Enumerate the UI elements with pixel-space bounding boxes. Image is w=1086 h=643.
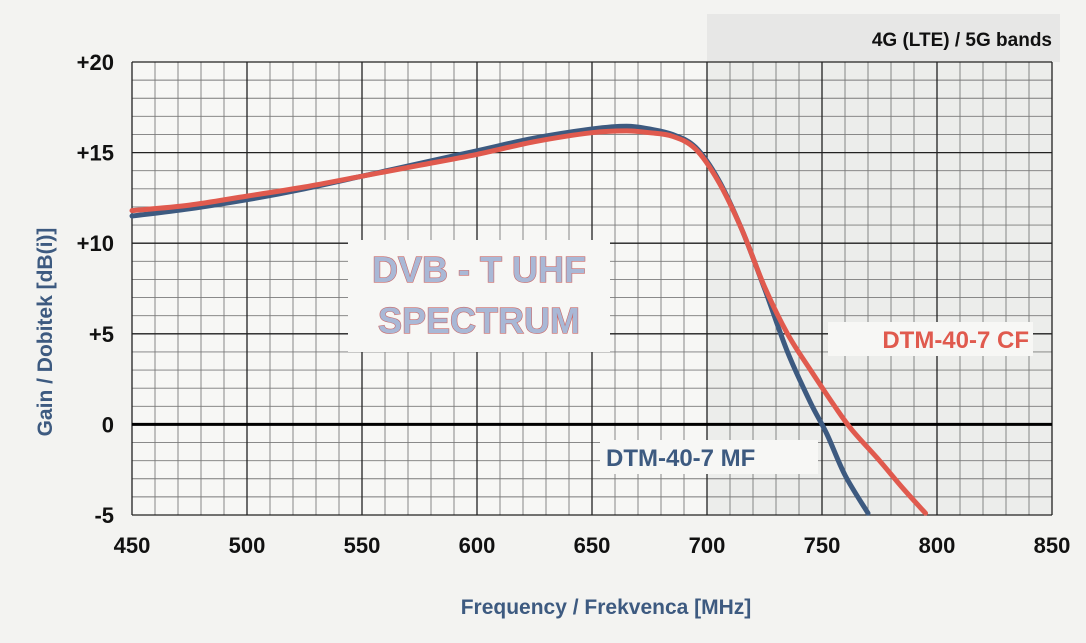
y-tick-label: +20	[77, 50, 114, 75]
series-line-cf	[129, 128, 928, 516]
band-label: 4G (LTE) / 5G bands	[872, 30, 1052, 51]
band-header	[707, 14, 1060, 62]
x-tick-label: 600	[459, 533, 496, 558]
series-lines	[129, 123, 928, 516]
y-tick-label: -5	[94, 503, 114, 528]
y-axis-title: Gain / Dobitek [dB(i)]	[34, 228, 57, 437]
y-tick-label: 0	[102, 412, 114, 437]
x-tick-label: 500	[229, 533, 266, 558]
x-axis-title: Frequency / Frekvenca [MHz]	[461, 596, 752, 619]
series-label-mf-text: DTM-40-7 MF	[606, 445, 755, 472]
y-tick-label: +15	[77, 141, 114, 166]
series-label-mf: DTM-40-7 MF	[600, 440, 818, 474]
x-tick-label: 450	[114, 533, 151, 558]
y-tick-label: +10	[77, 231, 114, 256]
x-tick-label: 550	[344, 533, 381, 558]
x-tick-labels: 450 500 550 600 650 700 750 800 850	[114, 533, 1071, 558]
center-annotation-line-1: DVB - T UHF	[372, 249, 586, 290]
center-annotation: DVB - T UHF SPECTRUM	[348, 240, 610, 352]
y-tick-label: +5	[89, 322, 114, 347]
x-tick-label: 750	[804, 533, 841, 558]
x-tick-label: 800	[919, 533, 956, 558]
series-label-cf: DTM-40-7 CF	[828, 322, 1033, 356]
center-annotation-line-2: SPECTRUM	[378, 300, 580, 341]
x-tick-label: 700	[689, 533, 726, 558]
center-annotation-box	[348, 240, 610, 352]
series-label-cf-box	[828, 322, 1033, 356]
series-label-cf-text: DTM-40-7 CF	[882, 327, 1029, 354]
x-tick-label: 850	[1034, 533, 1071, 558]
y-tick-labels: +20 +15 +10 +5 0 -5	[77, 50, 114, 528]
x-tick-label: 650	[574, 533, 611, 558]
series-label-mf-box	[600, 440, 818, 474]
